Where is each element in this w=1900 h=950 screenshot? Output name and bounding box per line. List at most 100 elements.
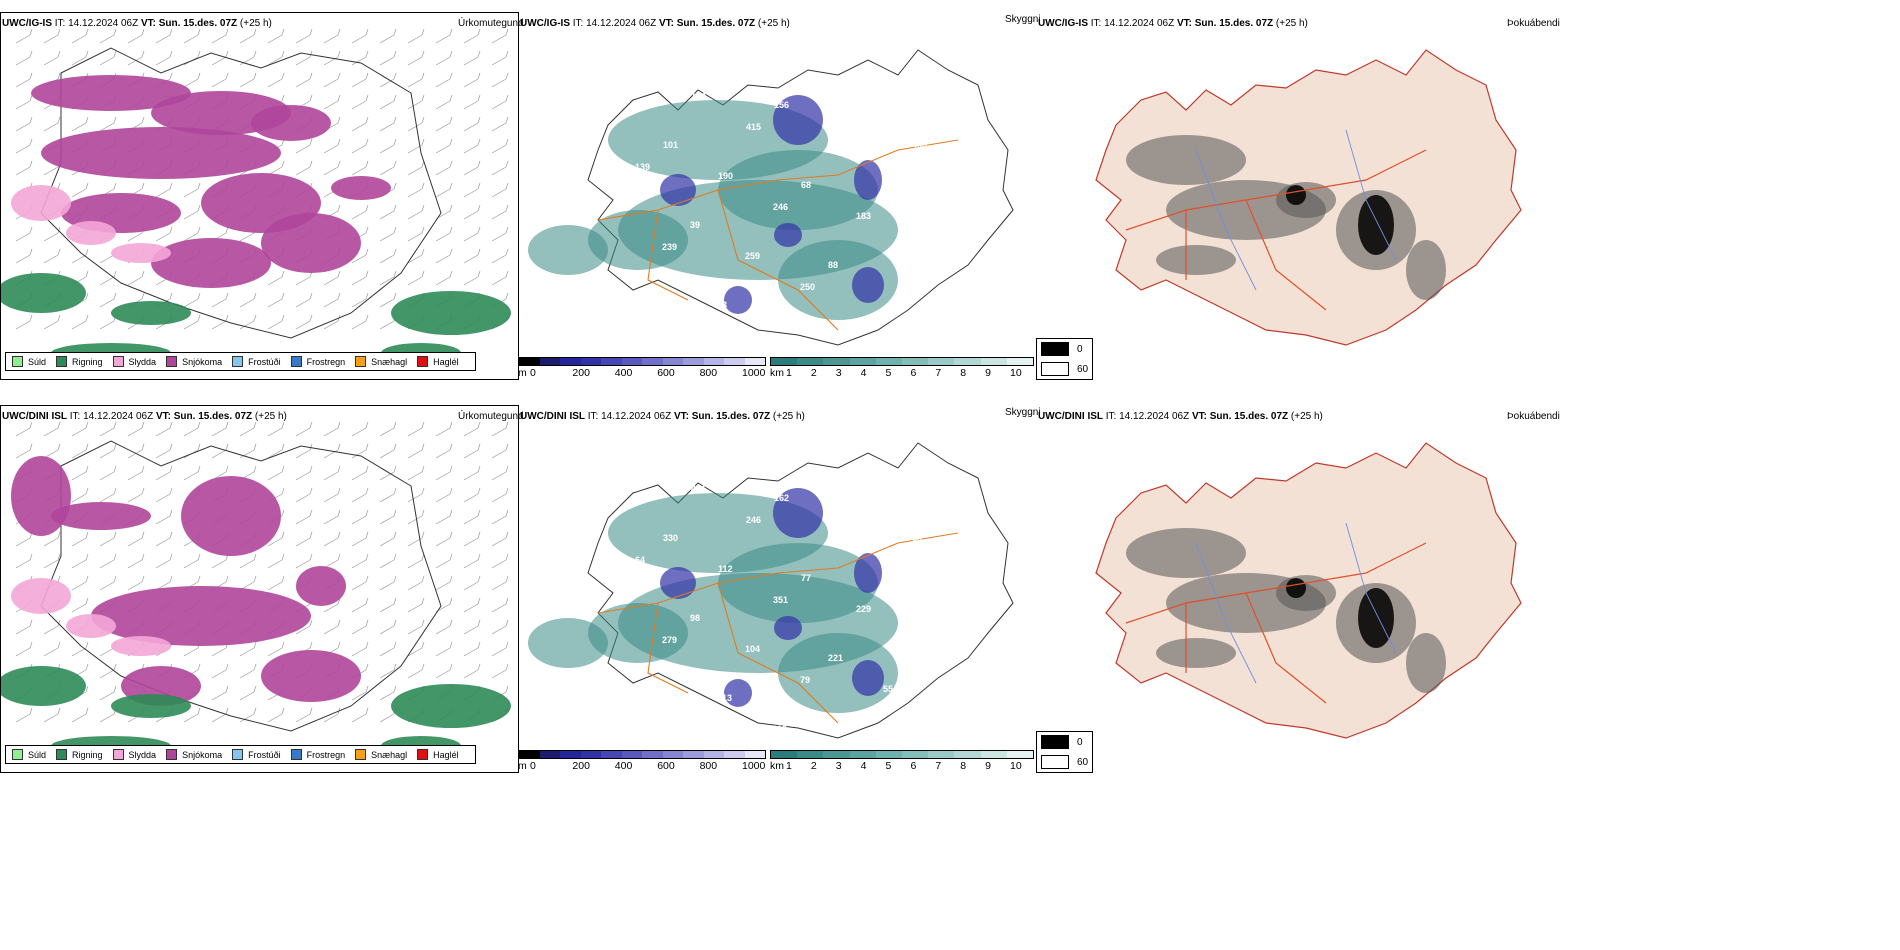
wind-barb — [197, 443, 201, 451]
precip-legend-label: Snjókoma — [182, 356, 223, 367]
wind-barb — [281, 509, 285, 517]
wind-barb — [85, 707, 89, 715]
colorbar-cell — [980, 751, 1007, 758]
wind-barb — [351, 647, 367, 657]
precip-legend-item: Frostregn — [290, 356, 345, 367]
colorbar-cell — [849, 751, 876, 758]
colorbar-cell — [560, 751, 581, 758]
precip-legend-top: Súld Rigning Slydda Snjókoma Frostúði Frostre… — [5, 352, 476, 371]
wind-barb — [267, 276, 283, 286]
coastline — [40, 47, 442, 339]
wind-barb — [393, 204, 397, 212]
wind-barb — [197, 204, 201, 212]
wind-barb — [351, 603, 367, 613]
visibility-value-label: 179 — [884, 555, 899, 565]
wind-barb — [407, 625, 423, 635]
wind-barb — [393, 116, 397, 124]
wind-barb — [113, 575, 117, 583]
wind-barb — [477, 509, 481, 517]
sleet-area — [111, 243, 171, 263]
wind-barb — [463, 100, 479, 110]
wind-barb — [281, 641, 285, 649]
wind-barb — [71, 493, 87, 503]
wind-barb — [211, 56, 227, 66]
wind-barb — [463, 56, 479, 66]
wind-barb — [421, 138, 425, 146]
wind-barb — [309, 292, 313, 300]
wind-barb — [155, 56, 171, 66]
wind-barb — [141, 465, 145, 473]
coastline — [40, 440, 442, 732]
wind-barb — [183, 210, 199, 220]
visibility-value-label: 190 — [718, 171, 733, 181]
fog-area — [1406, 240, 1446, 300]
colorbar-cell — [744, 751, 765, 758]
wind-barb — [85, 641, 89, 649]
wind-barb — [225, 314, 229, 322]
colorbar-tick-label: 400 — [614, 760, 633, 772]
wind-barb — [463, 559, 479, 569]
wind-barb — [449, 94, 453, 102]
wind-barb — [71, 34, 87, 44]
wind-barb — [29, 94, 33, 102]
visibility-value-label: 148 — [829, 524, 844, 534]
wind-barb — [337, 443, 341, 451]
wind-barb — [267, 427, 283, 437]
wind-barb — [29, 116, 33, 124]
wind-barb — [309, 443, 313, 451]
wind-barb — [169, 487, 173, 495]
wind-barb — [29, 443, 33, 451]
wind-barb — [449, 619, 453, 627]
wind-barb — [379, 144, 395, 154]
precip-legend-label: Rigning — [72, 749, 103, 760]
colorbar-ticks: km 1 2 3 4 5 6 7 8 9 10 — [770, 366, 1034, 380]
precip-legend-item: Frostúði — [232, 356, 281, 367]
wind-barb — [365, 575, 369, 583]
panel-title-fog-bottom: UWC/DINI ISL IT: 14.12.2024 06Z VT: Sun.… — [1038, 411, 1323, 422]
colorbar-tick-label: 1 — [786, 760, 792, 772]
wind-barb — [155, 34, 171, 44]
precip-legend-label: Snæhagl — [371, 356, 408, 367]
wind-barb — [85, 487, 89, 495]
precip-legend-swatch — [355, 356, 367, 367]
wind-barb — [29, 314, 33, 322]
wind-barb — [491, 625, 507, 635]
wind-barb — [379, 320, 395, 330]
wind-barb — [71, 427, 87, 437]
wind-barb — [323, 298, 339, 308]
fog-legend-label: 60 — [1077, 363, 1089, 375]
wind-barb — [449, 138, 453, 146]
wind-barb — [141, 531, 145, 539]
panel-type-precip-bottom: Úrkomutegund — [458, 411, 524, 422]
wind-barb — [463, 625, 479, 635]
wind-barb — [71, 559, 87, 569]
wind-barb — [421, 663, 425, 671]
colorbar-tick-label: 1 — [786, 367, 792, 379]
wind-barb — [71, 254, 87, 264]
wind-barb — [281, 575, 285, 583]
precip-legend-swatch — [112, 356, 124, 367]
wind-barb — [267, 78, 283, 88]
wind-barb — [337, 509, 341, 517]
fog-legend-swatch — [1041, 362, 1069, 376]
wind-barb — [71, 320, 87, 330]
wind-barb — [183, 78, 199, 88]
wind-barb — [421, 619, 425, 627]
wind-barb — [43, 254, 59, 264]
wind-barb — [29, 72, 33, 80]
visibility-value-label: 148 — [911, 242, 926, 252]
wind-barb — [281, 292, 285, 300]
wind-barb — [57, 707, 61, 715]
dense-fog-area — [1358, 195, 1394, 255]
wind-barb — [295, 320, 311, 330]
precip-legend-item: Snæhagl — [355, 749, 407, 760]
wind-barb — [169, 575, 173, 583]
panel-title-fog-top: UWC/IG-IS IT: 14.12.2024 06Z VT: Sun. 15… — [1038, 18, 1308, 29]
colorbar-tick-label: 5 — [885, 760, 892, 772]
wind-barb — [183, 232, 199, 242]
wind-barb — [183, 713, 199, 723]
wind-barb — [379, 254, 395, 264]
fog-legend-label: 60 — [1077, 756, 1089, 768]
wind-barb — [463, 493, 479, 503]
low-visibility-area — [724, 679, 752, 707]
